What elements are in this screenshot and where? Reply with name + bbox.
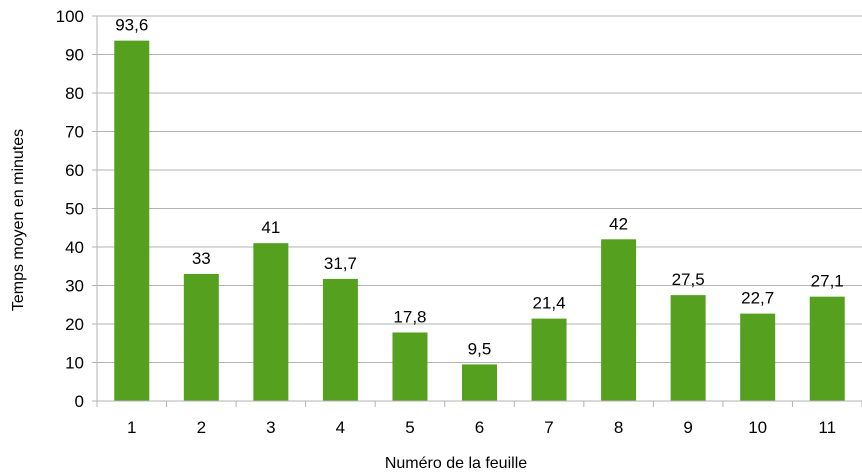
x-tick-label: 10 [748, 418, 767, 437]
y-tick-label: 30 [65, 277, 84, 296]
bar [462, 364, 497, 401]
x-tick-label: 4 [336, 418, 345, 437]
bar [809, 296, 845, 401]
x-tick-label: 11 [818, 418, 836, 437]
x-tick-label: 8 [614, 418, 623, 437]
axes [92, 16, 862, 407]
y-tick-label: 90 [65, 46, 84, 65]
bar [740, 313, 776, 401]
gridlines [92, 15, 862, 363]
data-label: 33 [192, 249, 211, 268]
data-label: 27,1 [811, 272, 844, 291]
bar [601, 239, 637, 401]
y-tick-label: 50 [65, 200, 84, 219]
x-tick-label: 2 [197, 418, 206, 437]
data-label: 22,7 [741, 289, 774, 308]
data-label: 31,7 [324, 254, 357, 273]
x-tick-label: 1 [127, 418, 136, 437]
y-tick-label: 40 [65, 238, 84, 257]
data-label: 42 [609, 214, 628, 233]
bar [114, 40, 150, 401]
x-axis-title: Numéro de la feuille [385, 455, 527, 472]
y-tick-label: 10 [65, 354, 84, 373]
x-tick-label: 7 [544, 418, 553, 437]
y-tick-label: 20 [65, 315, 84, 334]
x-tick-label: 5 [405, 418, 414, 437]
data-label: 41 [261, 218, 280, 237]
data-label: 9,5 [468, 339, 492, 358]
bar [531, 318, 567, 401]
bar [392, 332, 428, 401]
bar [253, 243, 289, 401]
y-tick-label: 100 [56, 7, 84, 26]
data-label: 27,5 [672, 270, 705, 289]
bar [322, 278, 358, 401]
bars [114, 40, 845, 401]
bar [670, 295, 706, 401]
x-tick-label: 3 [266, 418, 275, 437]
y-axis-title: Temps moyen en minutes [10, 129, 27, 311]
y-tick-label: 80 [65, 84, 84, 103]
y-tick-label: 0 [75, 392, 84, 411]
data-label: 93,6 [115, 16, 148, 35]
x-tick-label: 6 [475, 418, 484, 437]
bar [183, 273, 219, 401]
data-label: 17,8 [393, 307, 426, 326]
data-label: 21,4 [532, 294, 565, 313]
y-tick-label: 70 [65, 123, 84, 142]
x-tick-label: 9 [683, 418, 692, 437]
y-tick-label: 60 [65, 161, 84, 180]
labels: 0 10 20 30 40 50 60 70 80 90 100 93,6 1 33 2 41 3 31,7 4 17… [56, 7, 844, 437]
